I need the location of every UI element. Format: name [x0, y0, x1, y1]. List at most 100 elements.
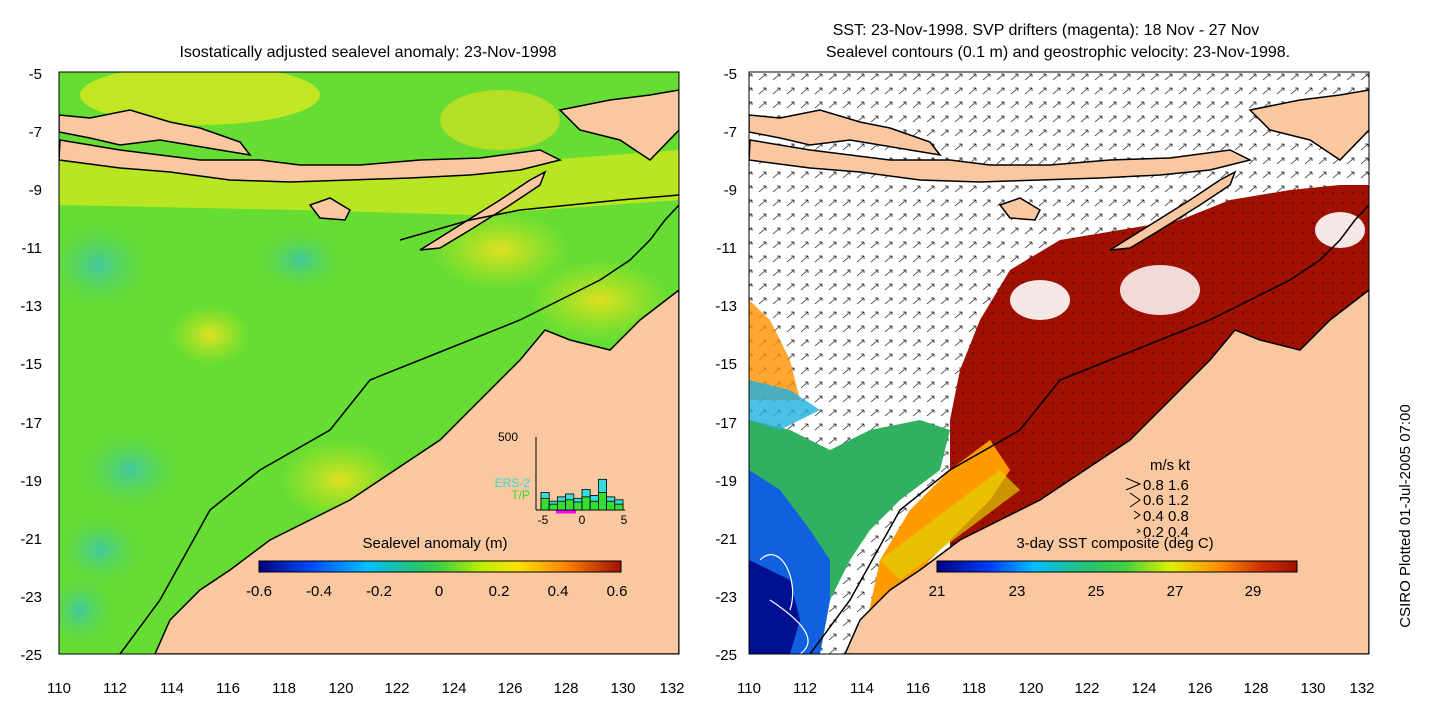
histogram-bar-tp: [540, 497, 550, 511]
right-panel-title-line2: Sealevel contours (0.1 m) and geostrophi…: [826, 44, 1290, 61]
x-tick: 118: [962, 680, 986, 697]
x-tick: 116: [906, 680, 930, 697]
velocity-legend-header: m/s kt: [1150, 457, 1191, 474]
colorbar-tick: -0.4: [306, 583, 332, 600]
histogram-bar-tp: [573, 501, 583, 511]
velocity-legend-row: 0.4 0.8: [1143, 508, 1189, 525]
x-tick: 132: [1349, 680, 1374, 697]
y-tick: -7: [29, 124, 42, 141]
y-tick: -19: [20, 473, 42, 490]
x-tick: 122: [384, 680, 409, 697]
histogram-ymax: 500: [498, 430, 518, 444]
histogram-x-tick: 0: [579, 513, 586, 527]
colorbar-tick: -0.2: [366, 583, 392, 600]
x-tick: 126: [497, 680, 522, 697]
left-panel-title: Isostatically adjusted sealevel anomaly:…: [179, 44, 556, 61]
histogram-bar-tp: [589, 500, 599, 511]
x-tick: 120: [1018, 680, 1043, 697]
colorbar-tick: 25: [1088, 583, 1105, 600]
y-tick: -15: [715, 356, 737, 373]
histogram-bar-tp: [565, 499, 575, 511]
y-tick: -13: [715, 298, 737, 315]
histogram-bar-tp: [557, 500, 567, 511]
histogram-bar-tp: [614, 503, 624, 511]
x-tick: 110: [47, 680, 71, 697]
velocity-legend: m/s kt 0.8 1.6 0.6 1.2 0.4 0.8 0.2 0.4: [1125, 457, 1191, 541]
legend-ers2: ERS-2: [495, 476, 531, 490]
colorbar-tick: 0: [435, 583, 443, 600]
left-colorbar: [258, 560, 622, 573]
colorbar-tick: 0.2: [489, 583, 510, 600]
colorbar-tick: 29: [1245, 583, 1262, 600]
y-tick: -23: [20, 589, 42, 606]
x-tick: 124: [441, 680, 466, 697]
y-tick: -11: [716, 240, 737, 257]
x-tick: 112: [103, 680, 127, 697]
x-tick: 116: [216, 680, 240, 697]
left-y-axis: -5 -7 -9 -11 -13 -15 -17 -19 -21 -23 -25: [20, 66, 42, 664]
y-tick: -9: [29, 182, 42, 199]
histogram-bar-tp: [606, 500, 616, 511]
x-tick: 128: [1243, 680, 1268, 697]
velocity-arrow-icon: [1133, 510, 1141, 520]
y-tick: -21: [20, 531, 42, 548]
right-colorbar-title: 3-day SST composite (deg C): [1016, 535, 1213, 552]
histogram-bar-tp: [581, 496, 591, 511]
y-tick: -25: [20, 647, 42, 664]
y-tick: -7: [724, 124, 737, 141]
left-colorbar-title: Sealevel anomaly (m): [362, 535, 507, 552]
right-colorbar-ticks: 21 23 25 27 29: [929, 583, 1262, 600]
y-tick: -19: [715, 473, 737, 490]
right-panel-title-line1: SST: 23-Nov-1998. SVP drifters (magenta)…: [833, 22, 1260, 39]
x-tick: 132: [659, 680, 684, 697]
y-tick: -5: [29, 66, 42, 83]
legend-tp: T/P: [511, 488, 530, 502]
x-tick: 130: [610, 680, 635, 697]
colorbar-tick: 0.4: [548, 583, 569, 600]
x-tick: 130: [1300, 680, 1325, 697]
right-map: [749, 72, 1369, 654]
y-tick: -25: [715, 647, 737, 664]
histogram-bars: [540, 478, 624, 511]
colorbar-tick: -0.6: [246, 583, 272, 600]
velocity-arrow-icon: [1129, 492, 1141, 508]
x-tick: 114: [160, 680, 184, 697]
x-tick: 118: [272, 680, 296, 697]
x-tick: 122: [1074, 680, 1099, 697]
right-colorbar: [936, 560, 1298, 573]
x-tick: 110: [737, 680, 761, 697]
y-tick: -11: [21, 240, 42, 257]
x-tick: 120: [328, 680, 353, 697]
left-x-axis: 110 112 114 116 118 120 122 124 126 128 …: [47, 680, 684, 697]
x-tick: 124: [1131, 680, 1156, 697]
left-colorbar-ticks: -0.6 -0.4 -0.2 0 0.2 0.4 0.6: [246, 583, 627, 600]
colorbar-tick: 21: [929, 583, 946, 600]
colorbar-tick: 0.6: [607, 583, 628, 600]
y-tick: -9: [724, 182, 737, 199]
velocity-arrow-icon: [1125, 477, 1142, 491]
velocity-arrow-icon: [1136, 528, 1141, 534]
credit-text: CSIRO Plotted 01-Jul-2005 07:00: [1397, 404, 1414, 627]
x-tick: 112: [793, 680, 817, 697]
histogram-bar-tp: [548, 503, 558, 511]
y-tick: -17: [20, 415, 42, 432]
right-x-axis: 110 112 114 116 118 120 122 124 126 128 …: [737, 680, 1374, 697]
y-tick: -21: [715, 531, 737, 548]
colorbar-tick: 23: [1009, 583, 1026, 600]
y-tick: -15: [20, 356, 42, 373]
histogram-inset: 500 ERS-2 T/P -5 0 5: [495, 430, 628, 527]
y-tick: -13: [20, 298, 42, 315]
colorbar-tick: 27: [1167, 583, 1184, 600]
y-tick: -5: [724, 66, 737, 83]
right-y-axis: -5 -7 -9 -11 -13 -15 -17 -19 -21 -23 -25: [715, 66, 737, 664]
histogram-bar-tp: [598, 492, 608, 511]
x-tick: 126: [1187, 680, 1212, 697]
y-tick: -23: [715, 589, 737, 606]
velocity-legend-row: 0.6 1.2: [1143, 492, 1189, 509]
y-tick: -17: [715, 415, 737, 432]
velocity-legend-row: 0.8 1.6: [1143, 477, 1189, 494]
histogram-x-tick: -5: [538, 513, 549, 527]
x-tick: 114: [850, 680, 874, 697]
x-tick: 128: [553, 680, 578, 697]
